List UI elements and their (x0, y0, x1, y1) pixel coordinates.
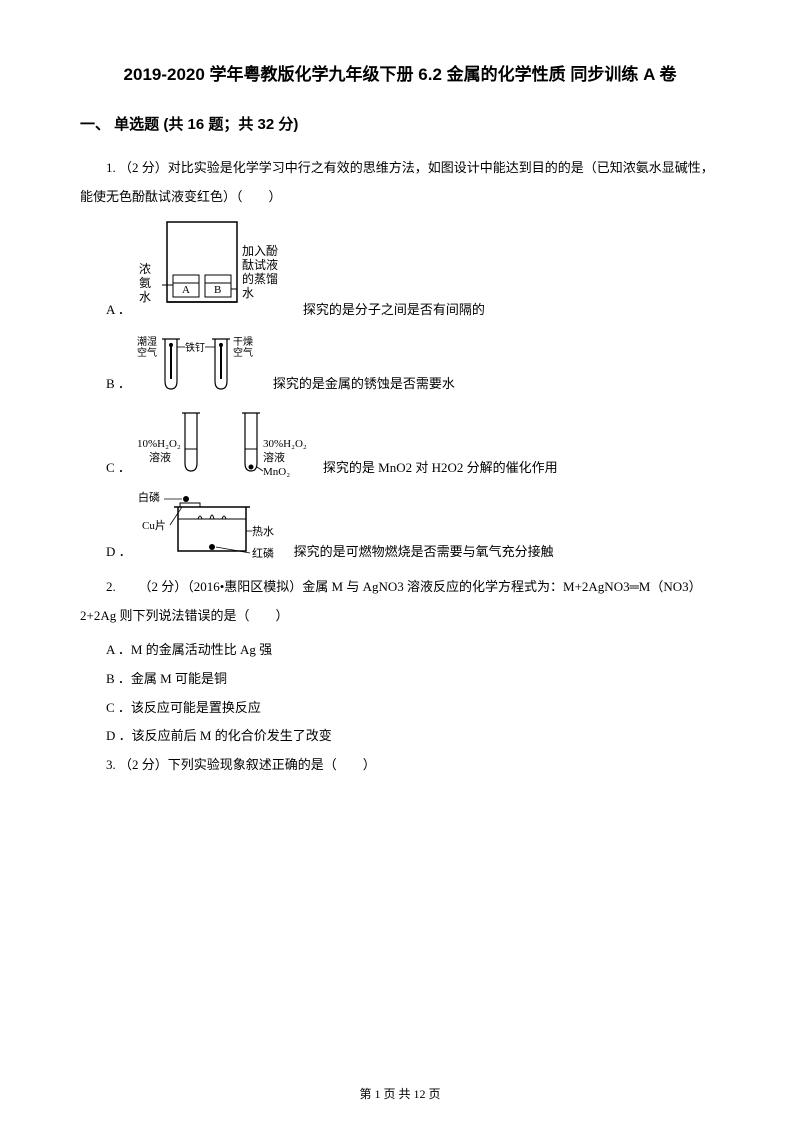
q2-option-d: D ．该反应前后 M 的化合价发生了改变 (80, 722, 720, 751)
svg-text:10%H₂O₂: 10%H₂O₂ (137, 438, 181, 450)
beaker-ammonia-diagram: A B 浓 氨 水 加入酚 酞试液 的蒸馏 水 (137, 217, 297, 327)
svg-text:加入酚: 加入酚 (242, 244, 278, 258)
svg-text:30%H₂O₂: 30%H₂O₂ (263, 438, 307, 450)
page: 2019-2020 学年粤教版化学九年级下册 6.2 金属的化学性质 同步训练 … (0, 0, 800, 1132)
svg-text:白磷: 白磷 (138, 490, 160, 504)
q1-option-b: B ． 潮湿 空气 铁钉 干燥 空气 探究的是金属的锈蚀是否需要水 (106, 331, 720, 401)
q1-option-c: C ． 10%H₂O₂ 溶液 30%H₂O₂ 溶液 MnO₂ 探究的是 MnO2… (106, 405, 720, 485)
svg-text:溶液: 溶液 (263, 450, 285, 464)
svg-text:酞试液: 酞试液 (242, 257, 278, 272)
test-tube-catalyst-diagram: 10%H₂O₂ 溶液 30%H₂O₂ 溶液 MnO₂ (137, 405, 317, 485)
svg-text:干燥: 干燥 (233, 336, 253, 348)
svg-text:热水: 热水 (252, 525, 274, 538)
svg-text:铁钉: 铁钉 (185, 341, 205, 354)
svg-text:氨: 氨 (139, 276, 151, 290)
svg-text:Cu片: Cu片 (142, 519, 166, 532)
q3-stem: 3. （2 分）下列实验现象叙述正确的是（ ） (80, 751, 720, 780)
q2-option-b: B ．金属 M 可能是铜 (80, 665, 720, 694)
q1-stem: 1. （2 分）对比实验是化学学习中行之有效的思维方法，如图设计中能达到目的的是… (80, 154, 720, 211)
svg-text:潮湿: 潮湿 (137, 335, 157, 348)
box-a-label: A (182, 284, 190, 296)
option-text: 探究的是 MnO2 对 H2O2 分解的催化作用 (323, 458, 558, 485)
svg-text:水: 水 (242, 286, 254, 300)
page-footer: 第 1 页 共 12 页 (0, 1085, 800, 1102)
svg-text:的蒸馏: 的蒸馏 (242, 271, 278, 286)
option-text: 探究的是分子之间是否有间隔的 (303, 300, 485, 327)
svg-text:空气: 空气 (137, 346, 157, 359)
svg-text:MnO₂: MnO₂ (263, 466, 290, 478)
svg-text:空气: 空气 (233, 346, 253, 359)
option-letter: C ． (106, 458, 131, 485)
option-text: 探究的是可燃物燃烧是否需要与氧气充分接触 (294, 542, 554, 569)
section-header: 一、 单选题 (共 16 题；共 32 分) (80, 113, 720, 134)
box-b-label: B (214, 284, 221, 296)
option-letter: D ． (106, 542, 132, 569)
option-letter: A ． (106, 300, 131, 327)
document-title: 2019-2020 学年粤教版化学九年级下册 6.2 金属的化学性质 同步训练 … (80, 60, 720, 85)
test-tube-rust-diagram: 潮湿 空气 铁钉 干燥 空气 (137, 331, 267, 401)
q1-option-a: A ． A B 浓 氨 水 加入酚 酞试液 的蒸馏 水 (106, 217, 720, 327)
beaker-combustion-diagram: 白磷 Cu片 热水 红磷 (138, 489, 288, 569)
q2-option-a: A ．M 的金属活动性比 Ag 强 (80, 636, 720, 665)
q1-option-d: D ． 白磷 Cu片 热水 红磷 探究的是可燃物燃烧是否需要与氧气充分接触 (106, 489, 720, 569)
q2-stem: 2. （2 分）（2016•惠阳区模拟）金属 M 与 AgNO3 溶液反应的化学… (80, 573, 720, 630)
svg-text:水: 水 (139, 290, 151, 304)
option-text: 探究的是金属的锈蚀是否需要水 (273, 374, 455, 401)
svg-text:红磷: 红磷 (252, 547, 274, 560)
svg-text:溶液: 溶液 (149, 450, 171, 464)
q2-option-c: C ．该反应可能是置换反应 (80, 694, 720, 723)
option-letter: B ． (106, 374, 131, 401)
svg-text:浓: 浓 (139, 262, 151, 276)
